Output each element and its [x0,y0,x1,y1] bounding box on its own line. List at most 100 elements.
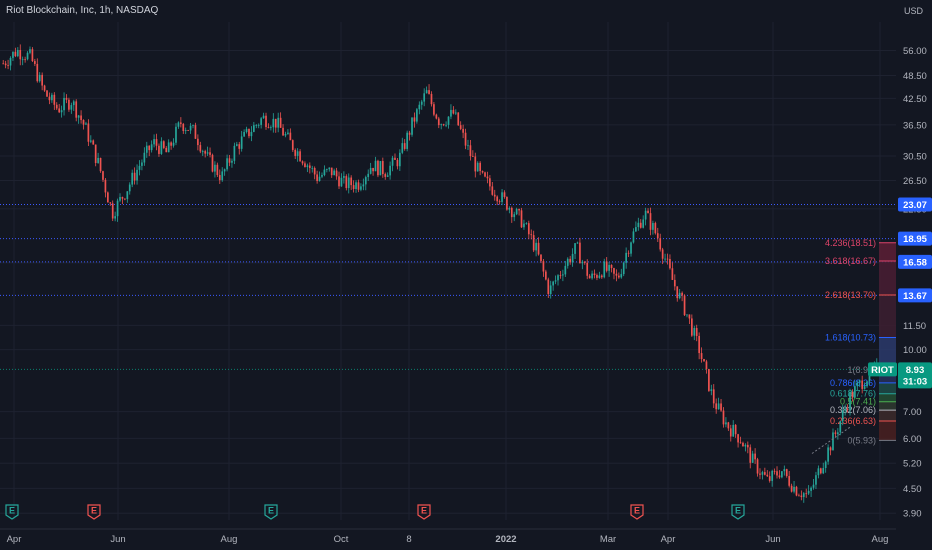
candle-body [92,140,95,145]
candle-body [70,105,73,110]
candle-body [192,125,194,126]
candle-body [228,158,231,163]
candle-body [265,115,267,128]
candle-body [313,167,316,175]
candle-body [630,242,632,254]
fib-level-label: 0.5(7.41) [840,397,876,407]
candle-body [433,104,435,115]
candle-body [255,125,258,126]
x-tick-label: Mar [600,534,616,545]
candle-body [785,469,788,477]
candle-body [605,261,608,271]
price-axis-bg [896,0,932,550]
candle-body [36,63,39,82]
earnings-marker[interactable]: E [630,504,644,520]
fib-zone [879,295,896,338]
candle-body [240,136,243,149]
y-tick-label: 48.50 [903,71,927,82]
candle-body [158,145,160,154]
candle-body [97,157,99,163]
candle-body [289,132,292,141]
candle-body [678,292,681,299]
candle-body [515,209,518,215]
candle-body [165,147,168,153]
candle-body [381,161,384,175]
candle-body [386,175,389,177]
candle-body [311,167,314,169]
earnings-marker[interactable]: E [264,504,278,520]
earnings-marker[interactable]: E [731,504,745,520]
fib-level-label: 2.618(13.70) [825,290,876,300]
candle-body [80,115,82,121]
y-tick-label: 36.50 [903,120,927,131]
candle-body [598,275,601,278]
candle-body [7,65,9,66]
candle-body [75,101,78,118]
candle-body [145,145,148,153]
candle-body [184,130,187,131]
candle-body [462,128,464,133]
candle-body [554,280,557,282]
candle-body [827,447,829,462]
earnings-marker[interactable]: E [5,504,19,520]
earnings-marker[interactable]: E [417,504,431,520]
candle-body [486,176,489,179]
candle-body [513,214,516,218]
candle-body [420,101,423,105]
candle-body [102,171,104,180]
candle-body [445,124,447,126]
candle-body [340,177,343,187]
candle-body [352,185,355,189]
candle-body [206,152,209,154]
candle-body [819,468,822,474]
candle-body [720,403,722,411]
candle-body [398,152,401,167]
candle-body [160,141,163,154]
svg-text:E: E [735,506,741,516]
candle-body [695,327,698,336]
candle-body [836,432,839,434]
svg-text:E: E [634,506,640,516]
y-tick-label: 3.90 [903,509,922,520]
candle-body [437,118,440,126]
candle-body [683,295,686,316]
candle-body [471,156,474,157]
candle-body [647,210,649,214]
candle-body [440,124,443,126]
candle-body [355,182,357,189]
candle-body [60,110,63,113]
earnings-marker[interactable]: E [87,504,101,520]
x-tick-label: Aug [221,534,238,545]
candle-body [423,93,426,102]
candle-body [364,177,367,185]
candle-body [708,369,710,391]
candle-body [199,145,202,152]
svg-text:E: E [91,506,97,516]
candle-body [632,231,635,243]
candle-body [615,273,618,276]
fib-level-label: 1(8.90) [847,365,876,375]
candle-body [817,468,820,476]
candle-body [216,164,219,176]
candle-body [834,432,837,434]
candle-body [535,242,537,251]
candle-body [849,392,851,410]
y-tick-label: 4.50 [903,484,922,495]
candle-body [250,131,253,137]
candle-body [58,108,61,113]
candle-body [4,63,7,66]
candle-body [822,467,825,474]
candle-body [778,475,781,478]
candle-body [776,471,778,476]
candle-body [722,410,725,425]
candle-body [771,470,774,481]
candle-body [450,109,452,117]
candle-body [690,318,693,336]
candle-body [783,469,786,472]
svg-text:16.58: 16.58 [903,257,927,268]
candle-body [338,176,340,187]
candle-body [622,262,625,275]
fib-level-label: 4.236(18.51) [825,238,876,248]
